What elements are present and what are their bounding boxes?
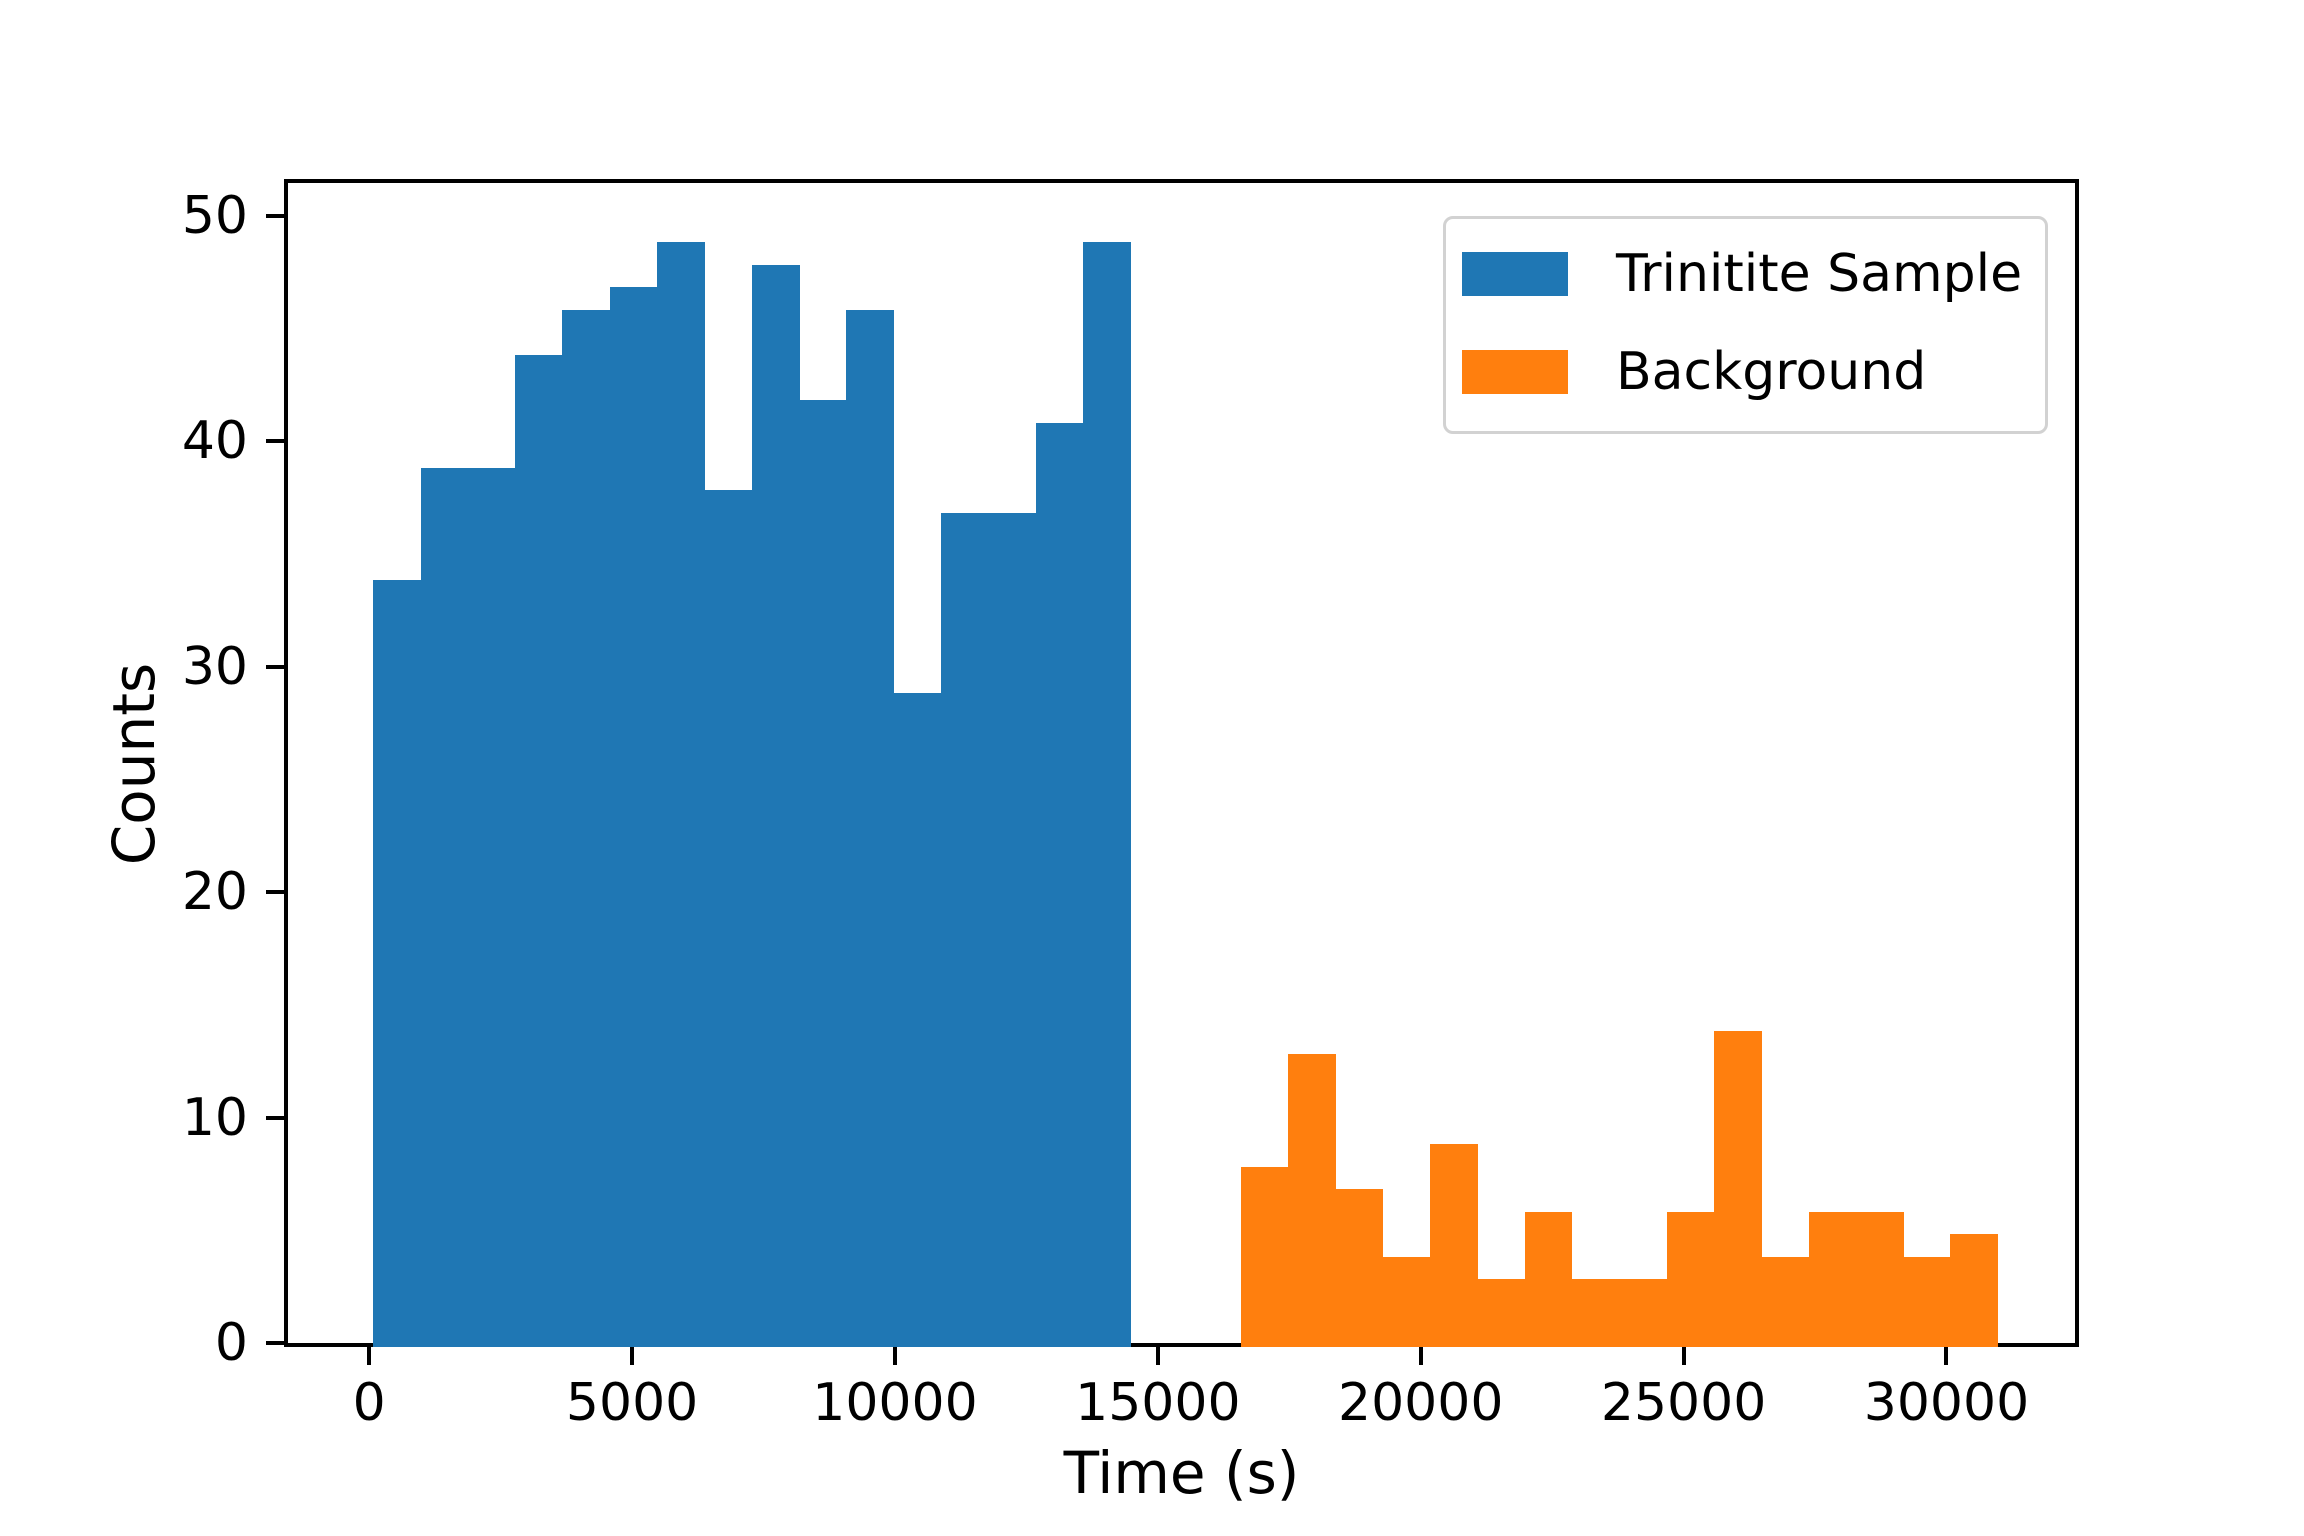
x-tick-label-10000: 10000	[812, 1373, 978, 1433]
histogram-bar-background-8	[1619, 1279, 1668, 1347]
histogram-bar-background-10	[1713, 1031, 1762, 1347]
y-axis-label: Counts	[100, 662, 168, 866]
x-tick-20000	[1418, 1347, 1423, 1365]
histogram-bar-background-6	[1524, 1211, 1573, 1347]
x-tick-label-15000: 15000	[1075, 1373, 1241, 1433]
x-tick-label-25000: 25000	[1600, 1373, 1767, 1433]
x-tick-label-0: 0	[352, 1373, 386, 1433]
bars-layer	[292, 187, 2079, 1347]
histogram-bar-sample-2	[467, 467, 516, 1347]
x-tick-25000	[1681, 1347, 1686, 1365]
histogram-bar-sample-11	[893, 693, 942, 1347]
y-tick-label-10: 10	[181, 1087, 248, 1148]
histogram-bar-sample-1	[420, 467, 469, 1347]
histogram-bar-sample-4	[562, 309, 611, 1347]
histogram-bar-sample-6	[657, 242, 705, 1347]
x-tick-0	[367, 1347, 372, 1365]
x-tick-30000	[1944, 1347, 1949, 1365]
background-swatch-icon	[1462, 350, 1568, 394]
x-tick-label-5000: 5000	[565, 1373, 699, 1433]
y-tick-label-0: 0	[214, 1313, 248, 1373]
histogram-bar-sample-0	[373, 580, 422, 1347]
histogram-bar-background-14	[1903, 1256, 1951, 1347]
histogram-bar-background-0	[1240, 1166, 1289, 1347]
legend-label-trinitite-sample: Trinitite Sample	[1616, 244, 2023, 304]
y-tick-30	[266, 664, 284, 669]
y-tick-20	[266, 890, 284, 895]
y-tick-label-20: 20	[181, 862, 248, 923]
histogram-bar-background-9	[1666, 1211, 1715, 1347]
x-tick-10000	[892, 1347, 897, 1365]
legend-entry-trinitite-sample: Trinitite Sample	[1462, 238, 2025, 310]
histogram-bar-sample-15	[1082, 242, 1131, 1347]
legend-label-background: Background	[1616, 342, 1927, 402]
histogram-bar-background-3	[1382, 1256, 1431, 1347]
x-tick-5000	[630, 1347, 635, 1365]
trinitite-sample-swatch-icon	[1462, 252, 1568, 296]
y-tick-label-40: 40	[181, 411, 248, 472]
y-tick-label-30: 30	[181, 636, 248, 697]
histogram-bar-background-4	[1429, 1144, 1478, 1347]
histogram-bar-sample-14	[1035, 422, 1084, 1347]
histogram-bar-sample-8	[751, 264, 800, 1347]
histogram-bar-background-11	[1761, 1256, 1809, 1347]
histogram-bar-sample-5	[609, 287, 658, 1347]
histogram-bar-sample-9	[799, 400, 847, 1347]
legend-entry-background: Background	[1462, 336, 2025, 408]
legend: Trinitite Sample Background	[1443, 216, 2048, 434]
y-tick-label-50: 50	[181, 185, 248, 246]
histogram-bar-background-15	[1950, 1234, 1999, 1347]
histogram-bar-sample-3	[515, 354, 563, 1347]
x-axis-label: Time (s)	[1063, 1439, 1300, 1507]
histogram-bar-background-7	[1571, 1279, 1620, 1347]
y-tick-40	[266, 439, 284, 444]
histogram-bar-background-2	[1335, 1189, 1384, 1347]
y-tick-10	[266, 1115, 284, 1120]
x-tick-label-20000: 20000	[1337, 1373, 1504, 1433]
histogram-bar-sample-7	[704, 490, 753, 1347]
x-tick-15000	[1155, 1347, 1160, 1365]
histogram-bar-sample-13	[988, 512, 1037, 1347]
histogram-bar-sample-12	[941, 512, 989, 1347]
histogram-bar-background-1	[1288, 1053, 1336, 1347]
histogram-bar-background-13	[1855, 1211, 1904, 1347]
y-tick-50	[266, 213, 284, 218]
histogram-bar-background-5	[1477, 1279, 1526, 1347]
histogram-bar-sample-10	[846, 309, 895, 1347]
x-tick-label-30000: 30000	[1863, 1373, 2030, 1433]
y-tick-0	[266, 1341, 284, 1345]
histogram-bar-background-12	[1808, 1211, 1857, 1347]
